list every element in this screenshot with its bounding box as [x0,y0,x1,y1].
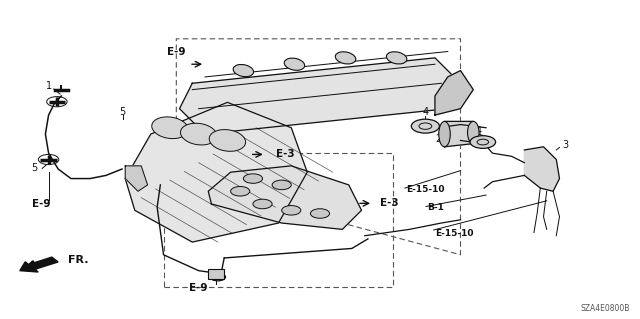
Circle shape [282,205,301,215]
Polygon shape [524,147,559,191]
Ellipse shape [209,130,246,151]
Ellipse shape [467,122,479,144]
Text: 2: 2 [435,134,441,144]
Circle shape [272,180,291,190]
Polygon shape [125,166,148,191]
Text: 5: 5 [31,163,37,174]
Circle shape [253,199,272,209]
Polygon shape [125,102,307,242]
Ellipse shape [439,122,451,147]
Text: SZA4E0800B: SZA4E0800B [580,304,630,313]
Text: E-9: E-9 [31,199,50,209]
Bar [208,269,223,278]
Text: E-3: E-3 [380,198,398,208]
Text: 5: 5 [119,107,125,117]
Ellipse shape [233,64,253,77]
Polygon shape [435,70,473,115]
Ellipse shape [335,52,356,64]
Text: E-15-10: E-15-10 [406,185,445,195]
Polygon shape [179,58,461,134]
Text: 3: 3 [563,140,569,150]
Text: 1: 1 [45,81,52,92]
Ellipse shape [284,58,305,70]
Text: 4: 4 [422,108,428,117]
Text: FR.: FR. [68,255,88,264]
Ellipse shape [180,123,217,145]
Text: E-9: E-9 [167,47,186,57]
Ellipse shape [152,117,188,138]
Text: 4: 4 [476,126,481,136]
Polygon shape [208,166,362,229]
Circle shape [230,187,250,196]
Text: E-9: E-9 [189,283,208,293]
Text: E-3: E-3 [276,149,294,160]
Circle shape [243,174,262,183]
Text: B-1: B-1 [428,203,444,212]
Ellipse shape [387,52,407,64]
FancyArrow shape [20,257,58,272]
Circle shape [412,119,440,133]
Circle shape [210,273,225,281]
Text: E-15-10: E-15-10 [435,229,474,238]
Polygon shape [445,122,473,147]
Circle shape [470,136,495,148]
Circle shape [310,209,330,218]
